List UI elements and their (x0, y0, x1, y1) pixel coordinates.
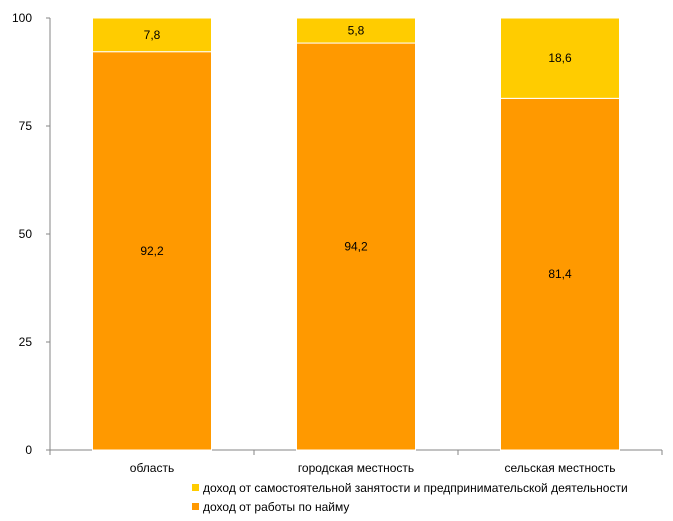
bar-segment (296, 17, 416, 44)
legend-item-self-employment: доход от самостоятельной занятости и пре… (192, 478, 628, 497)
bar-segment (296, 42, 416, 451)
data-labels: 92,2 7,8 94,2 5,8 81,4 18,6 (140, 24, 572, 282)
legend-label-employment: доход от работы по найму (203, 499, 350, 514)
y-tick-label: 25 (19, 335, 33, 349)
y-tick-label: 0 (25, 443, 32, 457)
legend-label-self-employment: доход от самостоятельной занятости и пре… (203, 480, 628, 495)
data-label: 7,8 (144, 28, 161, 42)
bar-segment (92, 51, 212, 451)
y-tick-label: 50 (19, 227, 33, 241)
legend-swatch-self-employment (192, 484, 199, 491)
data-label: 5,8 (348, 24, 365, 38)
data-label: 18,6 (548, 51, 572, 65)
x-tick-label: городская местность (298, 461, 414, 475)
data-label: 92,2 (140, 244, 164, 258)
y-tick-label: 75 (19, 119, 33, 133)
x-tick-label: область (130, 461, 174, 475)
x-tick-label: сельская местность (504, 461, 615, 475)
legend-item-employment: доход от работы по найму (192, 497, 628, 516)
bar-segment (500, 97, 620, 451)
bar-segment (500, 17, 620, 99)
bars (92, 17, 620, 451)
y-tick-label: 100 (12, 11, 32, 25)
data-label: 81,4 (548, 267, 572, 281)
legend-swatch-employment (192, 503, 199, 510)
legend: доход от самостоятельной занятости и пре… (192, 478, 628, 516)
axes: 0 25 50 75 100 область городская местность сель… (12, 11, 663, 475)
data-label: 94,2 (344, 240, 368, 254)
bar-segment (92, 17, 212, 53)
